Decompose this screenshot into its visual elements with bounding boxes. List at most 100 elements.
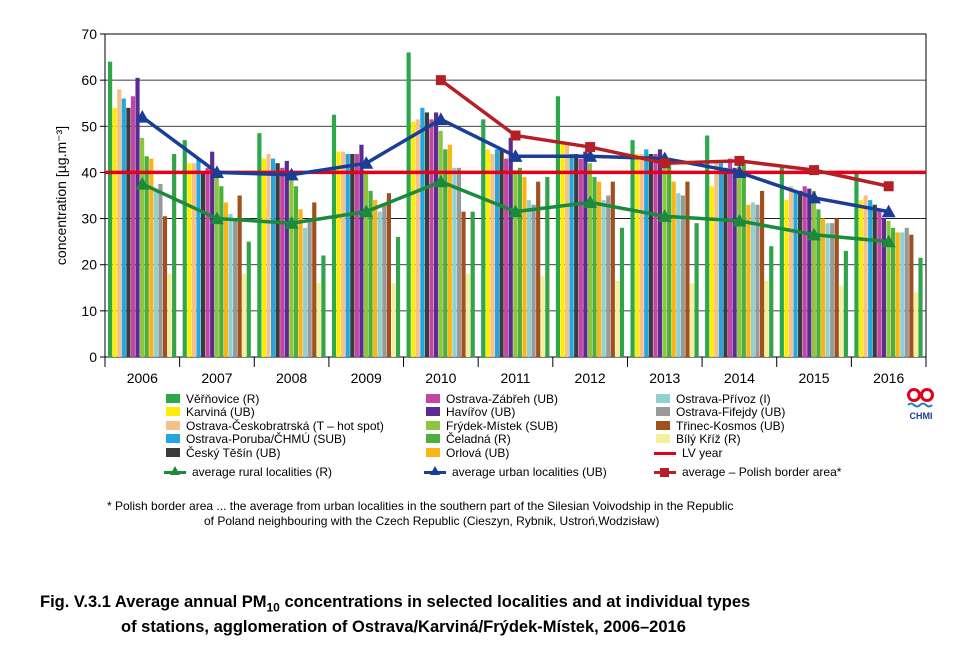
x-tick-label: 2011 xyxy=(500,370,530,386)
x-tick-label: 2006 xyxy=(127,370,158,386)
bar xyxy=(526,200,532,357)
bar xyxy=(788,186,794,357)
bar xyxy=(298,209,303,357)
series-point xyxy=(807,190,822,204)
legend-label: Třinec-Kosmos (UB) xyxy=(676,419,785,433)
bar xyxy=(802,186,807,357)
legend-label: Čeladná (R) xyxy=(446,432,511,446)
bar xyxy=(162,216,168,357)
y-tick-label: 20 xyxy=(81,257,97,273)
bar xyxy=(820,218,826,357)
bar xyxy=(816,209,821,357)
bar xyxy=(732,167,737,357)
bar xyxy=(592,177,597,357)
bar xyxy=(373,200,378,357)
bar xyxy=(667,163,672,357)
bar xyxy=(639,153,644,357)
x-tick-label: 2007 xyxy=(201,370,232,386)
bar xyxy=(191,163,196,357)
bar xyxy=(485,149,490,357)
series-point xyxy=(809,165,820,176)
bar xyxy=(834,218,839,357)
bar xyxy=(807,188,812,357)
bar xyxy=(223,202,228,357)
series-point xyxy=(508,204,523,218)
legend-swatch xyxy=(426,434,440,443)
bar xyxy=(172,153,177,357)
legend-label: average – Polish border area* xyxy=(682,465,842,479)
bar xyxy=(685,181,690,357)
legend-marker xyxy=(170,466,180,475)
bar xyxy=(200,172,206,357)
chmi-logo-icon: CHMI xyxy=(907,388,934,421)
bar xyxy=(676,193,681,357)
x-tick-label: 2008 xyxy=(276,370,307,386)
bar xyxy=(219,186,224,357)
bar xyxy=(872,204,877,357)
footnote-line-2: of Poland neighbouring with the Czech Re… xyxy=(204,514,660,528)
series-point xyxy=(284,167,299,181)
bar xyxy=(653,153,658,357)
bar xyxy=(153,188,158,357)
bar xyxy=(499,149,504,357)
bar xyxy=(741,160,746,357)
bar xyxy=(779,167,784,357)
legend-label: LV year xyxy=(682,446,723,460)
bar xyxy=(714,163,719,357)
bar xyxy=(214,172,219,357)
legend-swatch xyxy=(426,407,440,416)
bar xyxy=(839,285,844,357)
bar xyxy=(536,181,541,357)
bar xyxy=(606,195,611,357)
bar xyxy=(443,149,448,357)
bar xyxy=(619,227,625,357)
bar xyxy=(890,227,896,357)
bar xyxy=(601,200,606,357)
bar xyxy=(900,232,905,357)
bar xyxy=(424,112,430,357)
series-point xyxy=(881,234,896,248)
bar xyxy=(522,177,527,357)
x-tick-label: 2014 xyxy=(724,370,755,386)
bar xyxy=(504,158,509,357)
legend-swatch xyxy=(654,468,676,477)
legend-swatch xyxy=(656,421,670,430)
bar xyxy=(126,107,131,357)
bar xyxy=(368,190,373,357)
series-point xyxy=(359,156,374,169)
bar xyxy=(470,211,475,357)
bar xyxy=(237,195,242,357)
bar xyxy=(117,89,122,357)
series-point xyxy=(734,155,745,166)
bar xyxy=(210,151,215,357)
bar xyxy=(257,133,262,357)
bar xyxy=(858,200,864,357)
bar xyxy=(411,121,416,358)
bar xyxy=(303,227,308,357)
bar xyxy=(382,204,387,357)
chart: 0 10 20 30 40 50 60 70 concentration [µg.m⁻³] 200… xyxy=(53,26,927,386)
bar xyxy=(345,153,350,357)
legend-swatch xyxy=(656,434,670,443)
bar xyxy=(718,163,723,357)
bar xyxy=(108,61,113,357)
bar xyxy=(429,119,434,357)
legend-swatch xyxy=(654,452,676,455)
bar xyxy=(508,137,513,357)
bar xyxy=(456,167,462,357)
chmi-logo-text: CHMI xyxy=(910,411,933,421)
legend-label: Frýdek-Místek (SUB) xyxy=(446,419,559,433)
bar xyxy=(886,220,891,357)
bar xyxy=(377,211,382,357)
bar xyxy=(266,153,271,357)
bar xyxy=(112,107,117,357)
bar xyxy=(737,156,742,357)
legend-swatch xyxy=(166,394,180,403)
bar xyxy=(275,163,280,357)
x-tick-label: 2009 xyxy=(351,370,382,386)
bar xyxy=(447,144,452,357)
bar xyxy=(630,140,635,357)
bar xyxy=(569,153,574,357)
bar xyxy=(316,283,321,357)
bar xyxy=(461,211,466,357)
